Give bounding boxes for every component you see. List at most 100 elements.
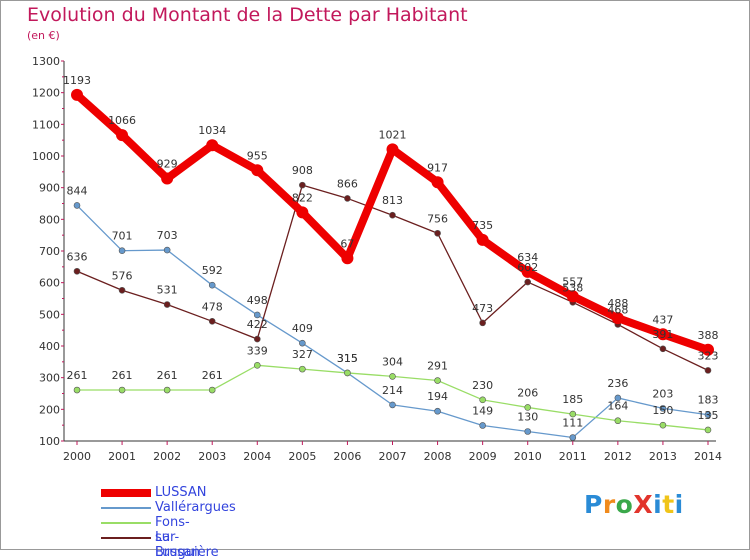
data-label: 194 [427,390,448,403]
logo-letter: i [674,490,684,519]
data-point [524,428,532,435]
logo-letter: t [662,490,675,519]
x-tick-label: 2006 [333,450,361,463]
data-label: 261 [112,369,133,382]
data-point [163,301,171,308]
data-label: 111 [562,417,583,430]
data-label: 1034 [198,124,226,137]
logo-letter: o [615,490,634,519]
legend-label: La Bruguière [155,530,219,560]
data-point [118,286,126,294]
data-point [389,211,396,219]
legend-swatch [101,489,151,497]
y-tick-label: 1300 [32,55,60,68]
legend-label: Vallérargues [155,500,236,515]
y-tick-label: 1200 [32,87,60,100]
y-tick-label: 1100 [32,118,60,131]
data-label: 67 [340,237,354,250]
data-label: 531 [157,284,178,297]
data-point [389,401,396,409]
data-label: 388 [698,329,719,342]
x-tick-label: 2014 [694,450,722,463]
data-point [73,202,81,209]
y-tick-label: 800 [39,213,60,226]
y-tick-label: 100 [39,435,60,448]
data-point [521,265,534,278]
data-point [206,139,219,152]
data-point [299,365,306,373]
data-point [386,143,399,156]
data-point [704,411,712,419]
x-tick-label: 2012 [604,450,632,463]
data-label: 409 [292,322,313,335]
data-point [569,410,577,418]
data-label: 955 [247,149,268,162]
x-tick-label: 2000 [63,450,91,463]
data-label: 149 [472,404,493,417]
data-point [431,176,444,189]
data-point [253,335,261,343]
data-point [208,317,216,325]
data-point [659,345,667,353]
data-label: 602 [517,261,538,274]
data-point [479,319,486,327]
data-label: 327 [292,348,313,361]
data-label: 291 [427,360,448,373]
data-label: 636 [67,250,88,263]
data-point [566,290,579,303]
y-tick-label: 1000 [32,150,60,163]
data-label: 1066 [108,114,136,127]
data-point [253,311,261,319]
y-tick-label: 400 [39,340,60,353]
data-point [704,426,712,434]
data-label: 323 [698,349,719,362]
data-label: 538 [562,281,583,294]
data-point [341,252,354,265]
data-point [208,386,216,394]
y-tick-label: 600 [39,277,60,290]
data-label: 230 [472,379,493,392]
data-label: 756 [427,212,448,225]
x-tick-label: 2003 [198,450,226,463]
data-label: 473 [472,302,493,315]
logo-letter: i [653,490,663,519]
data-point [116,129,129,142]
data-label: 304 [382,355,403,368]
data-label: 315 [337,352,358,365]
data-point [524,404,532,411]
data-label: 498 [247,294,268,307]
data-label: 478 [202,300,223,313]
data-label: 488 [607,297,628,310]
data-label: 908 [292,164,313,177]
data-label: 735 [472,219,493,232]
data-label: 130 [517,411,538,424]
data-label: 822 [292,191,313,204]
data-point [208,281,216,289]
y-tick-label: 300 [39,372,60,385]
data-point [656,328,669,341]
x-tick-label: 2004 [243,450,271,463]
data-point [344,195,351,202]
data-point [161,172,174,185]
x-tick-label: 2013 [649,450,677,463]
data-label: 576 [112,269,133,282]
data-point [476,233,489,246]
x-tick-label: 2008 [424,450,452,463]
data-label: 315 [337,352,358,365]
data-label: 1021 [379,128,407,141]
data-label: 203 [652,387,673,400]
data-label: 844 [67,184,88,197]
data-point [163,386,171,394]
data-label: 917 [427,161,448,174]
data-label: 437 [652,313,673,326]
data-point [73,386,81,394]
data-label: 261 [202,369,223,382]
data-label: 422 [247,318,268,331]
data-label: 183 [698,394,719,407]
x-tick-label: 2005 [288,450,316,463]
data-label: 135 [698,409,719,422]
data-point [704,367,712,374]
data-point [118,247,126,254]
y-tick-label: 900 [39,182,60,195]
